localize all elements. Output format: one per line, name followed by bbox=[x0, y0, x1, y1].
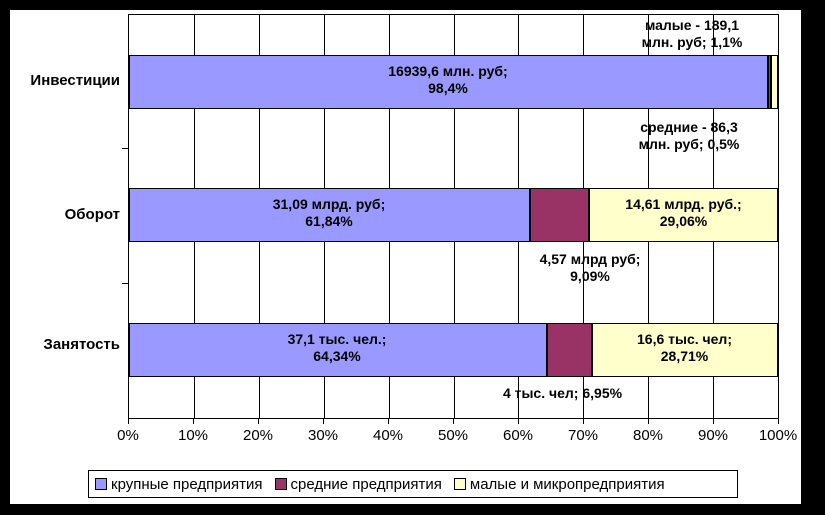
x-tick-label: 0% bbox=[117, 427, 139, 444]
x-tick-label: 20% bbox=[242, 427, 274, 444]
x-tick-mark bbox=[388, 418, 389, 424]
label-line: 4 тыс. чел; 6,95% bbox=[502, 385, 623, 401]
label-line: млн. руб; 1,1% bbox=[641, 34, 743, 50]
label-line: 14,61 млрд. руб.; bbox=[625, 196, 742, 212]
x-tick-mark bbox=[648, 418, 649, 424]
bar-segment bbox=[767, 55, 771, 109]
x-tick-label: 30% bbox=[307, 427, 339, 444]
y-tick-mark bbox=[122, 148, 128, 149]
legend-label: средние предприятия bbox=[290, 475, 442, 493]
label-line: средние - 86,3 bbox=[640, 119, 738, 135]
x-tick-label: 60% bbox=[502, 427, 534, 444]
bar-row-1 bbox=[129, 55, 778, 109]
label-line: 4,57 млрд руб; bbox=[539, 251, 641, 267]
data-label-employment-large: 37,1 тыс. чел.; 64,34% bbox=[128, 331, 546, 365]
bar-segment bbox=[129, 55, 768, 109]
legend-label: крупные предприятия bbox=[111, 475, 263, 493]
x-tick-mark bbox=[713, 418, 714, 424]
x-tick-label: 70% bbox=[567, 427, 599, 444]
x-tick-mark bbox=[323, 418, 324, 424]
label-line: 98,4% bbox=[428, 80, 468, 96]
data-label-turnover-large: 31,09 млрд. руб; 61,84% bbox=[128, 196, 530, 230]
legend: крупные предприятия средние предприятия … bbox=[88, 470, 738, 498]
data-label-investments-small-outside: малые - 189,1 млн. руб; 1,1% bbox=[616, 17, 768, 51]
legend-item-medium-enterprises: средние предприятия bbox=[274, 475, 442, 493]
bar-segment bbox=[589, 188, 778, 242]
label-line: 64,34% bbox=[313, 348, 361, 364]
label-line: 29,06% bbox=[659, 213, 708, 229]
bar-segment bbox=[546, 323, 592, 377]
x-tick-mark bbox=[193, 418, 194, 424]
data-label-employment-medium-outside: 4 тыс. чел; 6,95% bbox=[455, 385, 670, 402]
label-line: 16,6 тыс. чел; bbox=[637, 331, 732, 347]
bar-row-3 bbox=[129, 323, 778, 377]
label-line: 9,09% bbox=[570, 268, 610, 284]
x-tick-label: 100% bbox=[758, 427, 798, 444]
legend-label: малые и микропредприятия bbox=[469, 475, 665, 493]
label-line: 61,84% bbox=[305, 213, 353, 229]
x-tick-mark bbox=[128, 418, 129, 424]
x-tick-label: 40% bbox=[372, 427, 404, 444]
bar-segment bbox=[530, 188, 590, 242]
x-tick-label: 80% bbox=[632, 427, 664, 444]
data-label-turnover-medium-outside: 4,57 млрд руб; 9,09% bbox=[500, 251, 680, 285]
category-label-investments: Инвестиции bbox=[30, 72, 120, 89]
bar-segment bbox=[129, 188, 531, 242]
legend-marker-large-icon bbox=[95, 478, 107, 490]
legend-item-small-enterprises: малые и микропредприятия bbox=[453, 475, 665, 493]
bar-segment bbox=[770, 55, 778, 109]
data-label-investments-large: 16939,6 млн. руб; 98,4% bbox=[128, 63, 768, 97]
x-tick-label: 10% bbox=[177, 427, 209, 444]
legend-marker-small-icon bbox=[453, 478, 466, 490]
category-label-employment: Занятость bbox=[43, 336, 120, 353]
y-tick-mark bbox=[122, 283, 128, 284]
bar-row-2 bbox=[129, 188, 778, 242]
x-tick-label: 90% bbox=[697, 427, 729, 444]
data-label-investments-medium-outside: средние - 86,3 млн. руб; 0,5% bbox=[608, 119, 770, 153]
label-line: 28,71% bbox=[660, 348, 709, 364]
data-label-employment-small: 16,6 тыс. чел; 28,71% bbox=[591, 331, 778, 365]
label-line: млн. руб; 0,5% bbox=[638, 136, 740, 152]
bar-segment bbox=[591, 323, 778, 377]
legend-marker-medium-icon bbox=[274, 478, 287, 490]
x-tick-mark bbox=[453, 418, 454, 424]
label-line: 16939,6 млн. руб; bbox=[388, 63, 508, 79]
data-label-turnover-small: 14,61 млрд. руб.; 29,06% bbox=[589, 196, 778, 230]
category-label-turnover: Оборот bbox=[64, 206, 120, 223]
x-tick-label: 50% bbox=[437, 427, 469, 444]
x-tick-mark bbox=[778, 418, 779, 424]
legend-item-large-enterprises: крупные предприятия bbox=[95, 476, 263, 493]
x-tick-mark bbox=[258, 418, 259, 424]
x-tick-mark bbox=[583, 418, 584, 424]
x-tick-mark bbox=[518, 418, 519, 424]
label-line: 31,09 млрд. руб; bbox=[272, 196, 386, 212]
bar-segment bbox=[129, 323, 547, 377]
label-line: малые - 189,1 bbox=[644, 17, 740, 33]
label-line: 37,1 тыс. чел.; bbox=[287, 331, 387, 347]
plot-area bbox=[128, 14, 779, 419]
